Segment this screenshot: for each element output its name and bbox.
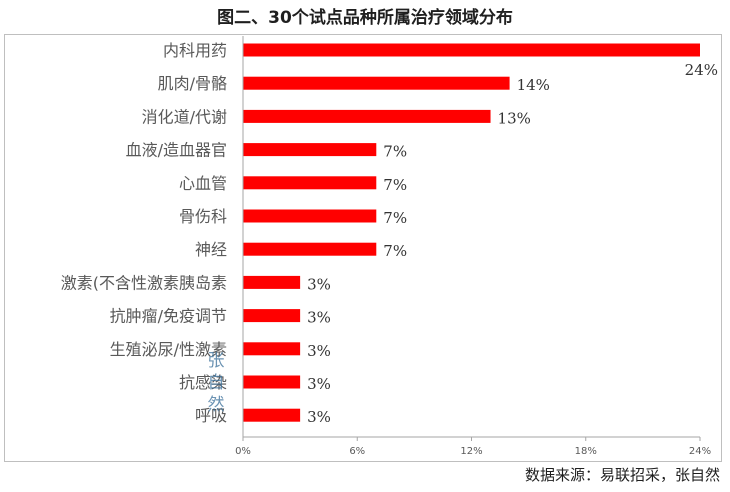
category-label: 骨伤科 xyxy=(179,207,227,226)
bar xyxy=(243,43,700,57)
value-label: 3% xyxy=(307,309,331,327)
bar xyxy=(243,342,301,356)
category-label: 肌肉/骨骼 xyxy=(158,74,227,93)
bar xyxy=(243,209,377,223)
bar xyxy=(243,242,377,256)
value-label: 7% xyxy=(383,242,407,260)
value-label: 7% xyxy=(383,209,407,227)
category-label: 神经 xyxy=(195,240,227,259)
value-label: 3% xyxy=(307,275,331,293)
value-label: 3% xyxy=(307,375,331,393)
bar xyxy=(243,143,377,157)
category-label: 生殖泌尿/性激素 xyxy=(110,340,227,359)
x-tick-label: 0% xyxy=(235,446,251,457)
watermark-text: 张自然 xyxy=(207,351,225,415)
category-label: 激素(不含性激素胰岛素 xyxy=(61,273,227,292)
value-label: 3% xyxy=(307,408,331,426)
bar xyxy=(243,76,510,90)
bar xyxy=(243,309,301,323)
value-label: 3% xyxy=(307,342,331,360)
x-tick-label: 18% xyxy=(575,446,597,457)
bar xyxy=(243,408,301,422)
x-tick-label: 12% xyxy=(460,446,482,457)
bar xyxy=(243,275,301,289)
value-label: 24% xyxy=(685,61,718,79)
category-label: 血液/造血器官 xyxy=(126,141,227,160)
bar xyxy=(243,109,491,123)
chart-frame xyxy=(4,34,722,462)
category-label: 抗感染 xyxy=(179,373,227,392)
value-label: 7% xyxy=(383,143,407,161)
category-label: 消化道/代谢 xyxy=(142,107,227,126)
x-tick-label: 6% xyxy=(349,446,365,457)
chart-title: 图二、30个试点品种所属治疗领域分布 xyxy=(217,8,513,28)
category-label: 抗肿瘤/免疫调节 xyxy=(110,307,227,326)
bar xyxy=(243,176,377,190)
category-label: 心血管 xyxy=(179,174,227,193)
category-label: 内科用药 xyxy=(163,41,227,60)
source-note: 数据来源：易联招采，张自然 xyxy=(524,466,720,484)
value-label: 7% xyxy=(383,176,407,194)
value-label: 13% xyxy=(498,109,531,127)
category-label: 呼吸 xyxy=(195,406,227,425)
bar xyxy=(243,375,301,389)
value-label: 14% xyxy=(517,76,550,94)
x-tick-label: 24% xyxy=(689,446,711,457)
